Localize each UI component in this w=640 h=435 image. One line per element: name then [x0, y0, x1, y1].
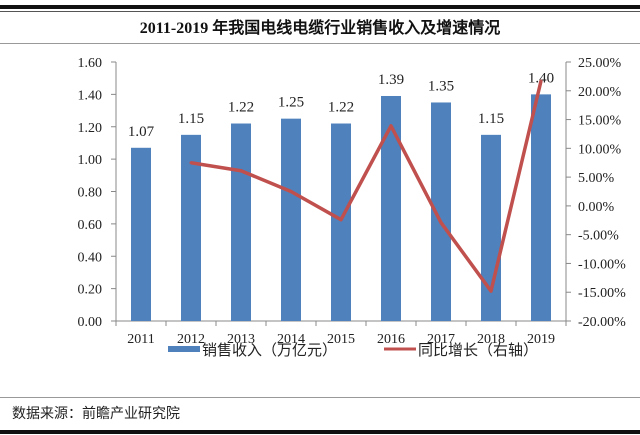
- legend-line-swatch: [384, 347, 416, 351]
- growth-point: [489, 289, 493, 293]
- x-tick-label: 2011: [127, 332, 154, 347]
- x-tick-label: 2012: [177, 332, 205, 347]
- growth-point: [539, 79, 543, 83]
- growth-point: [189, 161, 193, 165]
- bar-data-label: 1.40: [528, 70, 554, 86]
- right-tick-label: 15.00%: [578, 114, 622, 129]
- legend-line-label: 同比增长（右轴）: [418, 342, 538, 359]
- right-tick-label: -5.00%: [578, 229, 619, 244]
- left-tick-label: 0.40: [78, 250, 103, 265]
- bottom-rule: [0, 430, 640, 434]
- bar: [531, 94, 551, 321]
- right-tick-label: 0.00%: [578, 200, 615, 215]
- right-tick-label: 10.00%: [578, 142, 622, 157]
- right-tick-label: -10.00%: [578, 257, 626, 272]
- growth-point: [389, 124, 393, 128]
- x-tick-label: 2014: [277, 332, 305, 347]
- bar-data-label: 1.25: [278, 95, 304, 111]
- x-tick-label: 2017: [427, 332, 455, 347]
- x-tick-label: 2019: [527, 332, 555, 347]
- legend-bar-label: 销售收入（万亿元）: [202, 342, 337, 359]
- bar-data-label: 1.07: [128, 124, 155, 140]
- right-tick-label: -20.00%: [578, 315, 626, 330]
- bar-data-label: 1.15: [178, 111, 204, 127]
- growth-point: [289, 190, 293, 193]
- bar: [231, 123, 251, 321]
- x-tick-label: 2015: [327, 332, 355, 347]
- growth-line: [190, 80, 543, 293]
- bar-data-label: 1.15: [478, 111, 504, 127]
- bar: [181, 134, 201, 321]
- bar: [431, 102, 451, 321]
- bar: [281, 118, 301, 321]
- left-tick-label: 1.40: [78, 88, 103, 103]
- title-rule: [0, 43, 640, 44]
- bar: [381, 95, 401, 322]
- right-tick-label: 25.00%: [578, 56, 622, 71]
- left-tick-label: 0.00: [78, 315, 103, 330]
- bar-data-label: 1.39: [378, 72, 404, 88]
- source-rule: [0, 397, 640, 398]
- source-note: 数据来源：前瞻产业研究院: [12, 407, 180, 422]
- chart-svg: 0.00 0.20 0.40 0.60 0.80 1.00 1.20 1.40 1.60 -20.…: [78, 56, 627, 359]
- growth-point: [239, 169, 243, 173]
- bar-data-label: 1.35: [428, 78, 454, 94]
- right-tick-label: 20.00%: [578, 85, 622, 100]
- bar-data-label: 1.22: [328, 100, 354, 116]
- left-tick-label: 1.20: [78, 121, 103, 136]
- bar: [481, 134, 501, 321]
- left-tick-label: 0.20: [78, 283, 103, 298]
- right-tick-label: 5.00%: [578, 171, 615, 186]
- top-rule-thin: [0, 11, 640, 12]
- chart-title: 2011-2019 年我国电线电缆行业销售收入及增速情况: [139, 20, 501, 37]
- left-tick-label: 0.60: [78, 218, 103, 233]
- growth-point: [339, 218, 343, 222]
- bar: [331, 123, 351, 321]
- left-tick-label: 0.80: [78, 186, 103, 201]
- legend-bar-swatch: [168, 346, 200, 352]
- right-tick-label: -15.00%: [578, 286, 626, 301]
- growth-point: [439, 221, 443, 225]
- top-rule: [0, 5, 640, 9]
- bar: [131, 147, 151, 321]
- x-tick-label: 2016: [377, 332, 405, 347]
- bar-data-label: 1.22: [228, 100, 254, 116]
- left-tick-label: 1.60: [78, 56, 103, 71]
- x-tick-label: 2018: [477, 332, 505, 347]
- left-tick-label: 1.00: [78, 153, 103, 168]
- x-tick-label: 2013: [227, 332, 255, 347]
